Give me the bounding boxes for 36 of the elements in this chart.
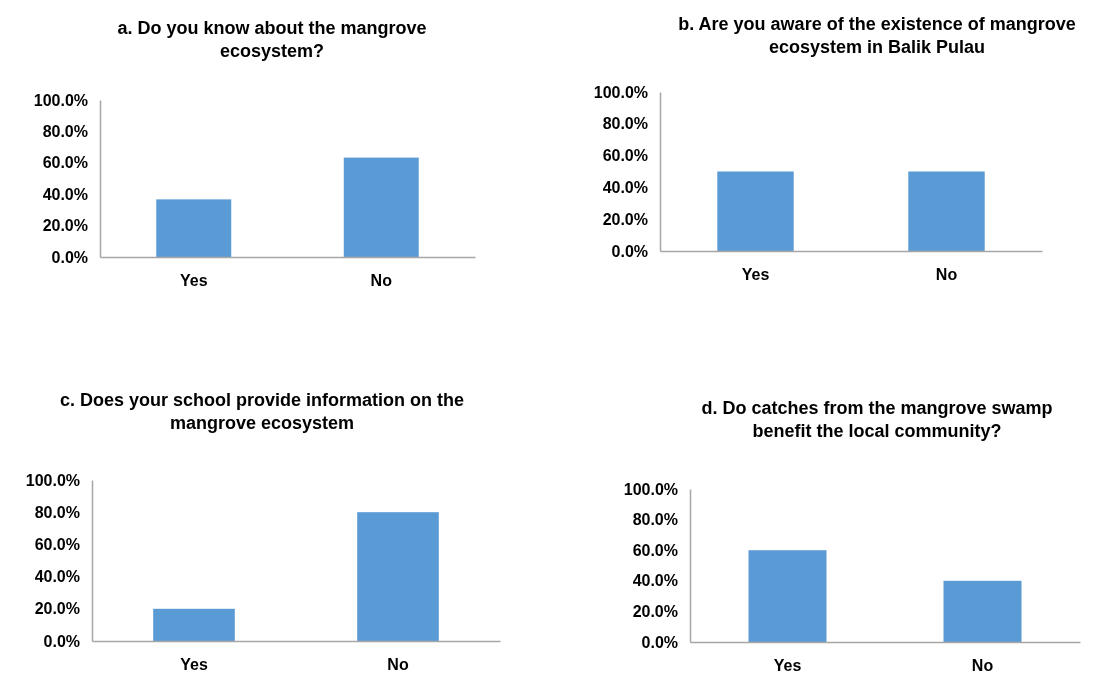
- y-tick-label: 40.0%: [602, 179, 648, 197]
- x-tick-label: No: [370, 272, 393, 290]
- y-tick-label: 20.0%: [602, 210, 648, 228]
- chart-title: b. Are you aware of the existence of mangrove ecosystem in Balik Pulau: [678, 14, 1076, 58]
- y-tick-label: 0.0%: [43, 632, 80, 650]
- y-tick-label: 80.0%: [602, 115, 648, 133]
- x-tick-label: Yes: [179, 272, 208, 290]
- y-tick-label: 100.0%: [33, 91, 88, 109]
- y-tick-label: 100.0%: [25, 471, 80, 489]
- y-tick-label: 40.0%: [42, 185, 88, 203]
- y-tick-label: 40.0%: [34, 568, 80, 586]
- x-tick-label: Yes: [741, 266, 770, 284]
- y-tick-label: 60.0%: [42, 154, 88, 172]
- y-tick-label: 20.0%: [632, 603, 678, 621]
- chart-title: a. Do you know about the mangrove ecosystem?: [117, 18, 427, 62]
- y-tick-label: 80.0%: [34, 503, 80, 521]
- y-tick-label: 0.0%: [641, 633, 678, 651]
- y-tick-label: 0.0%: [51, 248, 88, 266]
- y-tick-label: 40.0%: [632, 572, 678, 590]
- x-tick-label: No: [387, 656, 409, 674]
- x-tick-label: No: [971, 657, 994, 675]
- x-tick-label: No: [935, 266, 958, 284]
- chart-title: c. Does your school provide information on the mangrove ecosystem: [59, 390, 465, 434]
- y-tick-label: 100.0%: [623, 480, 678, 498]
- y-tick-label: 20.0%: [42, 217, 88, 235]
- y-tick-label: 60.0%: [34, 536, 80, 554]
- y-tick-label: 60.0%: [632, 541, 678, 559]
- chart-title: d. Do catches from the mangrove swamp benefit the local community?: [701, 398, 1053, 442]
- x-tick-label: Yes: [180, 656, 208, 674]
- y-tick-label: 80.0%: [42, 123, 88, 141]
- y-tick-label: 0.0%: [611, 242, 648, 260]
- y-tick-label: 80.0%: [632, 511, 678, 529]
- y-tick-label: 60.0%: [602, 147, 648, 165]
- y-tick-label: 100.0%: [593, 83, 648, 101]
- x-tick-label: Yes: [773, 657, 802, 675]
- y-tick-label: 20.0%: [34, 600, 80, 618]
